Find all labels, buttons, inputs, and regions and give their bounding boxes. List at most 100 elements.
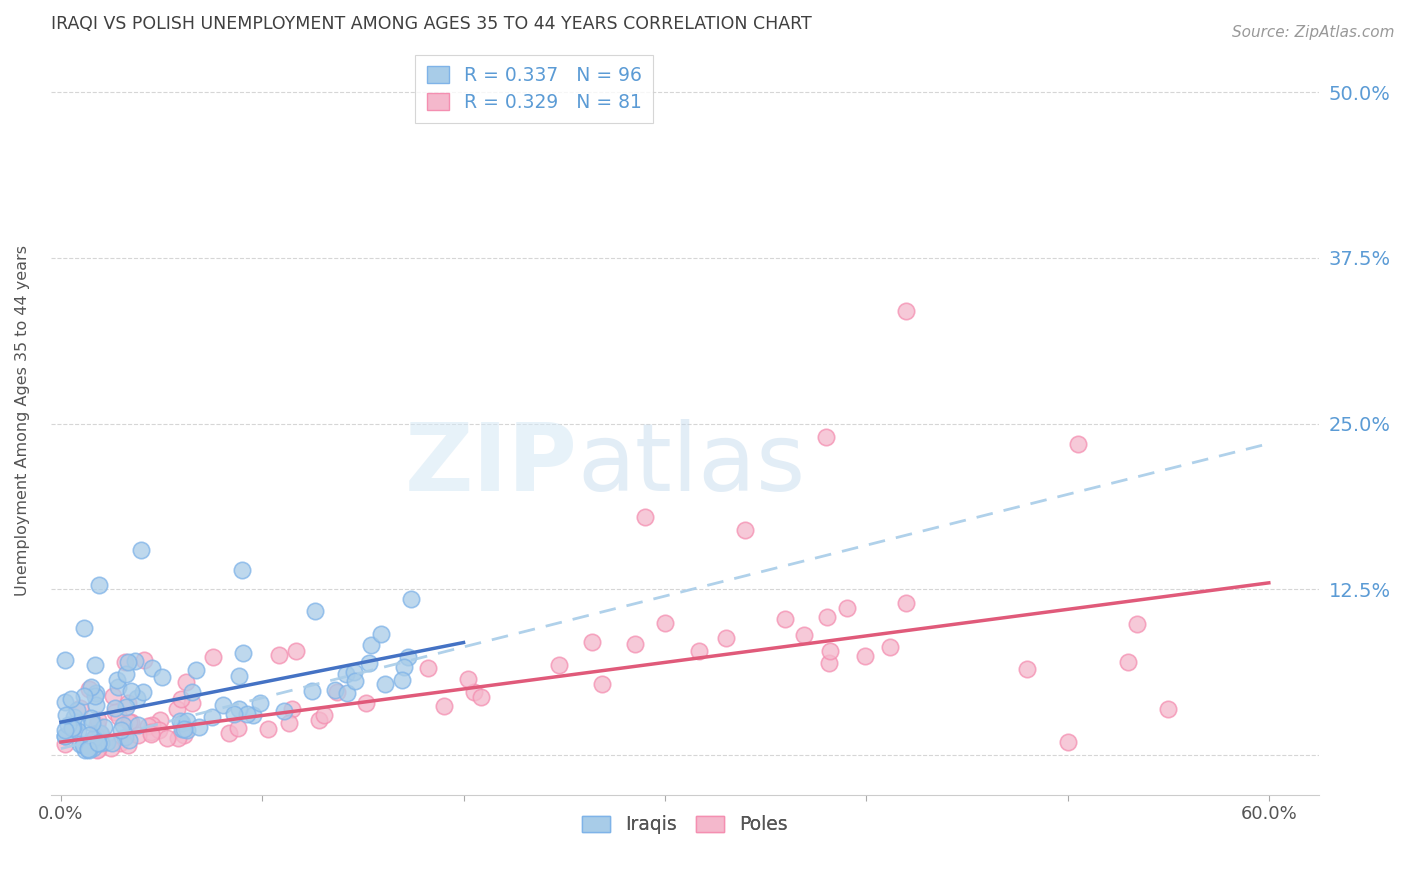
Point xyxy=(357,656,380,670)
Text: IRAQI VS POLISH UNEMPLOYMENT AMONG AGES 35 TO 44 YEARS CORRELATION CHART: IRAQI VS POLISH UNEMPLOYMENT AMONG AGES … xyxy=(51,15,811,33)
Point xyxy=(793,628,815,642)
Point xyxy=(83,731,105,746)
Point xyxy=(634,509,657,524)
Point xyxy=(87,742,110,756)
Point xyxy=(591,677,613,691)
Point xyxy=(418,661,440,675)
Point xyxy=(69,700,91,714)
Point xyxy=(104,701,127,715)
Point xyxy=(149,713,172,727)
Point xyxy=(396,650,419,665)
Point xyxy=(87,735,110,749)
Point xyxy=(156,731,179,746)
Point xyxy=(170,723,193,737)
Point xyxy=(181,685,204,699)
Point xyxy=(1126,617,1149,632)
Point xyxy=(100,741,122,756)
Point xyxy=(115,667,138,681)
Point xyxy=(226,721,249,735)
Point xyxy=(896,304,918,318)
Point xyxy=(170,692,193,706)
Point xyxy=(228,702,250,716)
Point xyxy=(463,685,485,699)
Point xyxy=(107,680,129,694)
Point xyxy=(73,738,96,752)
Point xyxy=(84,658,107,673)
Y-axis label: Unemployment Among Ages 35 to 44 years: Unemployment Among Ages 35 to 44 years xyxy=(15,245,30,596)
Point xyxy=(1066,436,1088,450)
Point xyxy=(548,658,571,673)
Point xyxy=(89,578,111,592)
Text: atlas: atlas xyxy=(578,419,806,511)
Point xyxy=(837,601,859,615)
Point xyxy=(66,714,89,729)
Point xyxy=(63,710,86,724)
Point xyxy=(77,682,100,697)
Point xyxy=(114,699,136,714)
Point xyxy=(62,721,84,735)
Point xyxy=(53,723,76,737)
Point xyxy=(86,718,108,732)
Point xyxy=(231,563,253,577)
Point xyxy=(73,689,96,703)
Point xyxy=(66,724,89,739)
Point xyxy=(896,596,918,610)
Point xyxy=(105,673,128,687)
Point xyxy=(581,634,603,648)
Point xyxy=(80,711,103,725)
Text: Source: ZipAtlas.com: Source: ZipAtlas.com xyxy=(1232,25,1395,40)
Point xyxy=(278,715,301,730)
Point xyxy=(120,684,142,698)
Point xyxy=(136,719,159,733)
Point xyxy=(83,689,105,703)
Point xyxy=(304,604,326,618)
Point xyxy=(285,643,308,657)
Point xyxy=(1116,656,1139,670)
Point xyxy=(53,729,76,743)
Point xyxy=(879,640,901,654)
Point xyxy=(201,650,224,665)
Point xyxy=(100,736,122,750)
Point xyxy=(103,689,125,703)
Point xyxy=(127,691,149,706)
Point xyxy=(60,723,83,737)
Point xyxy=(80,681,103,695)
Point xyxy=(53,653,76,667)
Point xyxy=(354,696,377,710)
Point xyxy=(773,612,796,626)
Point xyxy=(139,727,162,741)
Point xyxy=(110,723,132,737)
Point xyxy=(69,737,91,751)
Point xyxy=(112,717,135,731)
Point xyxy=(734,523,756,537)
Point xyxy=(249,696,271,710)
Point xyxy=(84,698,107,713)
Point xyxy=(242,707,264,722)
Point xyxy=(166,702,188,716)
Point xyxy=(342,665,364,679)
Point xyxy=(326,684,349,698)
Point xyxy=(86,742,108,756)
Point xyxy=(853,648,876,663)
Point xyxy=(118,714,141,729)
Legend: Iraqis, Poles: Iraqis, Poles xyxy=(575,808,796,842)
Point xyxy=(73,743,96,757)
Point xyxy=(117,738,139,752)
Point xyxy=(80,715,103,730)
Point xyxy=(120,714,142,729)
Point xyxy=(53,695,76,709)
Point xyxy=(107,710,129,724)
Point xyxy=(148,723,170,737)
Point xyxy=(141,718,163,732)
Point xyxy=(1157,702,1180,716)
Point xyxy=(76,741,98,756)
Point xyxy=(79,737,101,751)
Point xyxy=(76,742,98,756)
Point xyxy=(174,674,197,689)
Point xyxy=(273,704,295,718)
Point xyxy=(114,655,136,669)
Point xyxy=(167,731,190,745)
Point xyxy=(187,720,209,734)
Point xyxy=(150,669,173,683)
Point xyxy=(55,707,77,722)
